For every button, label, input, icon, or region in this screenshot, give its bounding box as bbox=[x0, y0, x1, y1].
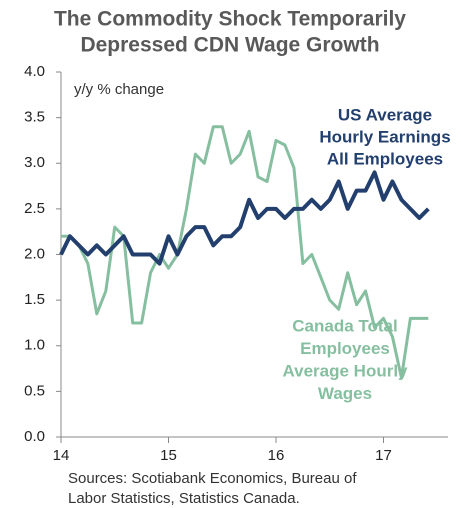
y-tick-label: 2.0 bbox=[24, 245, 45, 262]
y-tick-label: 3.5 bbox=[24, 109, 45, 126]
chart-title: Depressed CDN Wage Growth bbox=[80, 34, 379, 57]
x-tick-label: 17 bbox=[375, 447, 392, 464]
chart-title: The Commodity Shock Temporarily bbox=[54, 8, 406, 31]
series-label: Average Hourly bbox=[282, 361, 408, 380]
x-tick-label: 14 bbox=[53, 447, 70, 464]
x-tick-label: 15 bbox=[160, 447, 177, 464]
series-label: Wages bbox=[318, 384, 372, 403]
series-line bbox=[61, 125, 429, 380]
y-tick-label: 4.0 bbox=[24, 63, 45, 80]
x-tick-label: 16 bbox=[268, 447, 285, 464]
y-tick-label: 0.5 bbox=[24, 382, 45, 399]
y-tick-label: 2.5 bbox=[24, 200, 45, 217]
series-line bbox=[59, 170, 430, 266]
source: Sources: Scotiabank Economics, Bureau of bbox=[68, 470, 357, 487]
source: Labor Statistics, Statistics Canada. bbox=[68, 490, 300, 507]
y-tick-label: 0.0 bbox=[24, 428, 45, 445]
series-label: US Average bbox=[338, 105, 432, 124]
series-label: All Employees bbox=[327, 149, 443, 168]
y-tick-label: 3.0 bbox=[24, 154, 45, 171]
y-axis-label: y/y % change bbox=[74, 81, 164, 98]
series-label: Employees bbox=[300, 339, 390, 358]
y-tick-label: 1.5 bbox=[24, 291, 45, 308]
series-label: Canada Total bbox=[292, 316, 397, 335]
series-label: Hourly Earnings bbox=[319, 127, 450, 146]
y-tick-label: 1.0 bbox=[24, 337, 45, 354]
